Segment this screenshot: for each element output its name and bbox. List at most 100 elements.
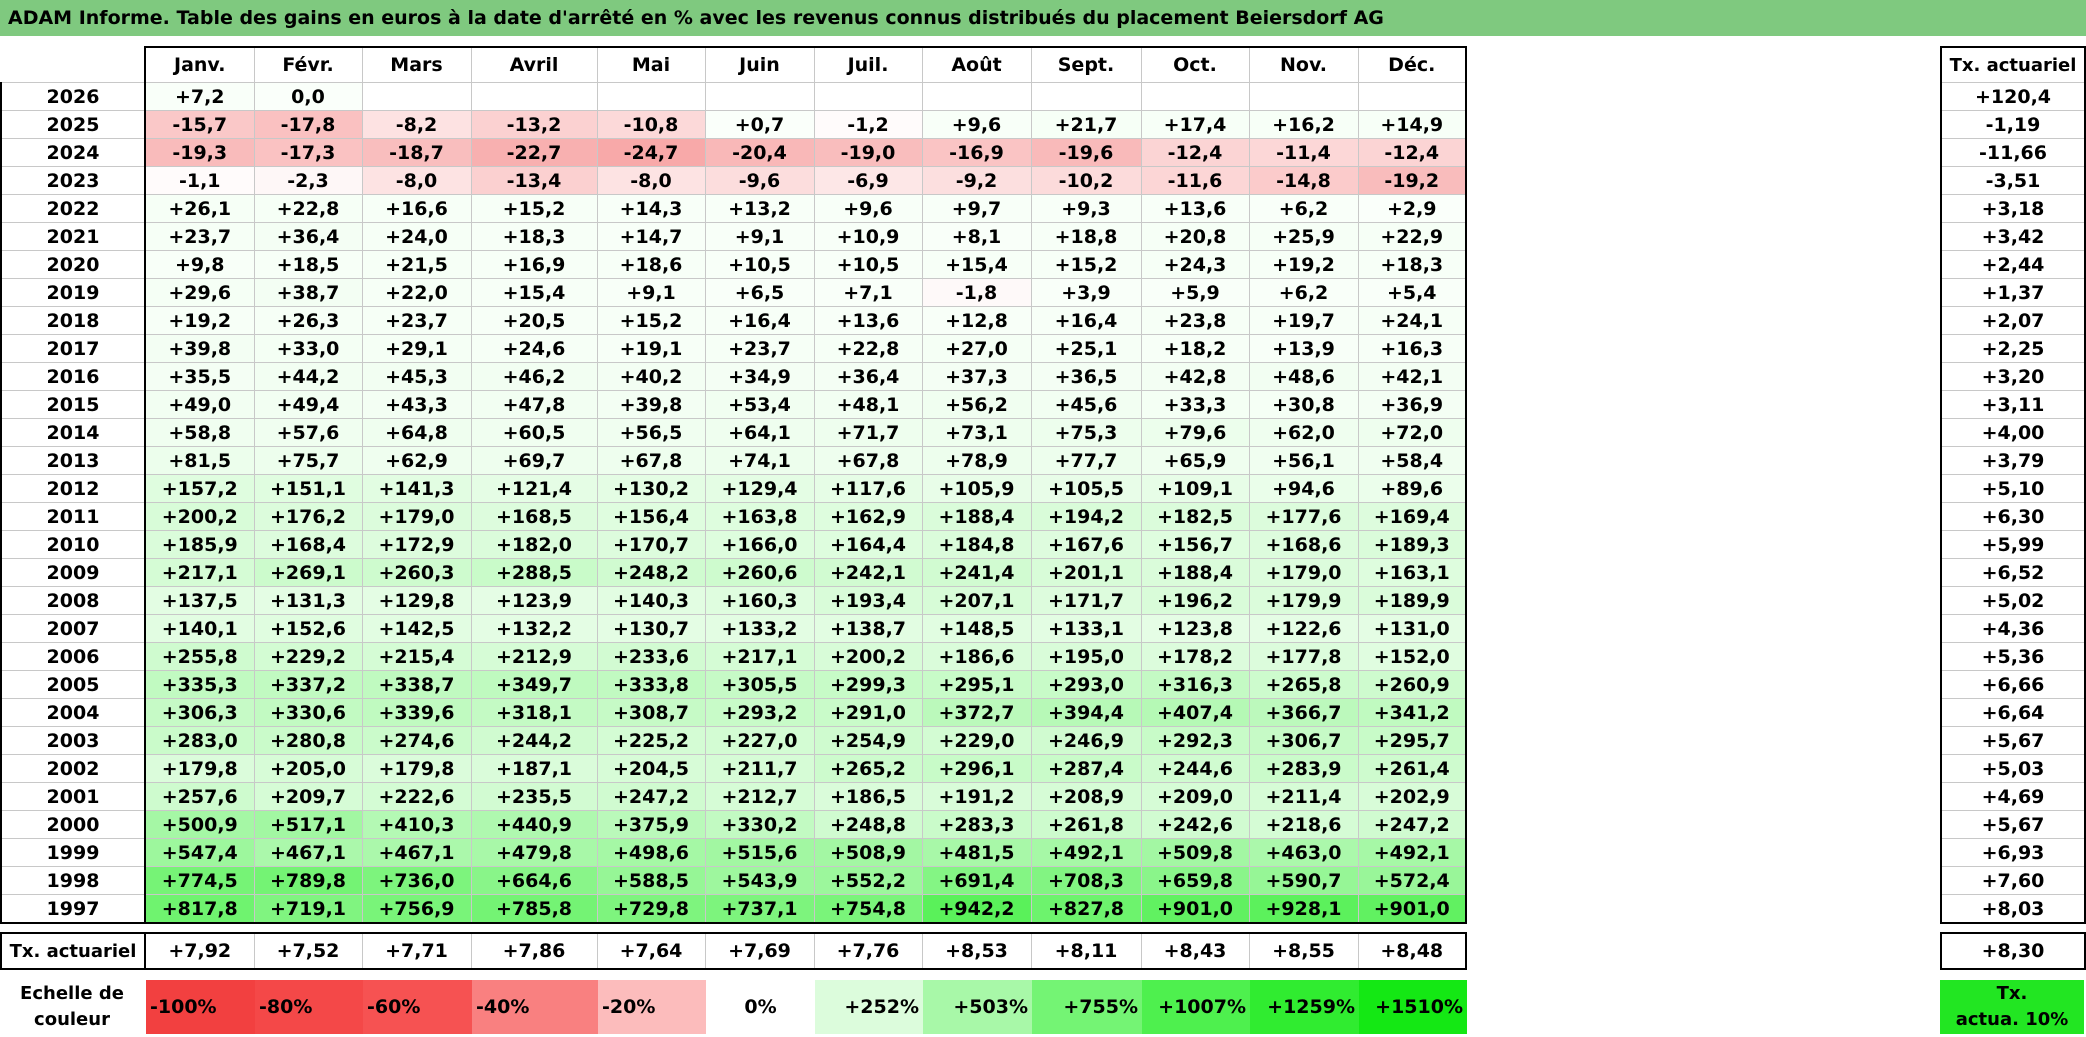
gain-cell: +349,7: [470, 670, 598, 699]
gain-cell: +156,4: [596, 502, 706, 531]
year-cell: 2022: [0, 194, 146, 223]
table-row: 2005 +335,3 +337,2 +338,7 +349,7 +333,8 +305,5…: [0, 670, 1467, 699]
gain-cell: +18,5: [253, 250, 363, 279]
spacer-cell: [145, 923, 254, 933]
gain-cell: +140,3: [596, 586, 706, 615]
gain-cell: +72,0: [1357, 418, 1467, 447]
gain-cell: +269,1: [253, 558, 363, 587]
gain-cell: +117,6: [813, 474, 923, 503]
gain-cell: +45,3: [361, 362, 472, 391]
gain-cell: +205,0: [253, 754, 363, 783]
actuarial-cell: +3,11: [1940, 390, 2086, 419]
table-row: 2011 +200,2 +176,2 +179,0 +168,5 +156,4 +163,8…: [0, 502, 1467, 531]
gain-cell: +10,5: [813, 250, 923, 279]
actuarial-total-row: +8,30: [1940, 932, 2086, 970]
actuarial-row: +6,64: [1940, 698, 2086, 727]
actuarial-cell: +5,10: [1940, 474, 2086, 503]
actuarial-cell: +5,02: [1940, 586, 2086, 615]
gain-cell: +372,7: [921, 698, 1032, 727]
gain-cell: +77,7: [1030, 446, 1142, 475]
actuarial-cell: +5,03: [1940, 754, 2086, 783]
gain-cell: +2,9: [1357, 194, 1467, 223]
actuarial-cell: +5,36: [1940, 642, 2086, 671]
gain-cell: +23,7: [361, 306, 472, 335]
table-row: 1997 +817,8 +719,1 +756,9 +785,8 +729,8 +737,1…: [0, 894, 1467, 924]
color-scale-swatch: +1007%: [1142, 980, 1250, 1034]
table-row: 2004 +306,3 +330,6 +339,6 +318,1 +308,7 +293,2…: [0, 698, 1467, 727]
gain-cell: +209,0: [1140, 782, 1250, 811]
gain-cell: +177,8: [1248, 642, 1359, 671]
actuarial-row: +5,67: [1940, 810, 2086, 839]
year-cell: 2026: [0, 82, 146, 111]
gain-cell: +242,6: [1140, 810, 1250, 839]
gain-cell: +8,1: [921, 222, 1032, 251]
year-cell: 2023: [0, 166, 146, 195]
gain-cell: +217,1: [144, 558, 255, 587]
gain-cell: +211,7: [704, 754, 815, 783]
gain-cell: +208,9: [1030, 782, 1142, 811]
gain-cell: +547,4: [144, 838, 255, 867]
actuarial-row: -11,66: [1940, 138, 2086, 167]
actuarial-cell: -11,66: [1940, 138, 2086, 167]
gain-cell: +39,8: [596, 390, 706, 419]
gain-cell: -10,8: [596, 110, 706, 139]
gain-cell: -1,2: [813, 110, 923, 139]
gain-cell: +56,1: [1248, 446, 1359, 475]
gain-cell: +36,5: [1030, 362, 1142, 391]
gain-cell: +129,8: [361, 586, 472, 615]
gain-cell: +141,3: [361, 474, 472, 503]
month-header: Oct.: [1140, 46, 1250, 83]
actuarial-cell: +4,36: [1940, 614, 2086, 643]
gain-cell: +64,1: [704, 418, 815, 447]
actuarial-cell: +5,67: [1940, 726, 2086, 755]
gain-cell: +123,8: [1140, 614, 1250, 643]
spacer-cell: [1941, 923, 2085, 933]
gain-cell: +248,8: [813, 810, 923, 839]
gain-cell: +479,8: [470, 838, 598, 867]
table-row: 1999 +547,4 +467,1 +467,1 +479,8 +498,6 +515,6…: [0, 838, 1467, 867]
gain-cell: +901,0: [1357, 894, 1467, 924]
gain-cell: +62,0: [1248, 418, 1359, 447]
table-header-row: Janv. Févr. Mars Avril Mai Juin Juil. Août Sept.…: [1, 46, 1467, 83]
gain-cell: +5,4: [1357, 278, 1467, 307]
gain-cell: +15,4: [921, 250, 1032, 279]
actuarial-row: +3,42: [1940, 222, 2086, 251]
gain-cell: +827,8: [1030, 894, 1142, 924]
actuarial-row: +6,30: [1940, 502, 2086, 531]
actuarial-cell: +5,99: [1940, 530, 2086, 559]
gain-cell: +492,1: [1030, 838, 1142, 867]
gain-cell: +12,8: [921, 306, 1032, 335]
year-cell: 2020: [0, 250, 146, 279]
actuarial-cell: +3,18: [1940, 194, 2086, 223]
color-scale-actuarial-line1: Tx.: [1996, 983, 2028, 1004]
gain-cell: +42,1: [1357, 362, 1467, 391]
gain-cell: +202,9: [1357, 782, 1467, 811]
gain-cell: +664,6: [470, 866, 598, 895]
gain-cell: +33,3: [1140, 390, 1250, 419]
gain-cell: +254,9: [813, 726, 923, 755]
year-cell: 2024: [0, 138, 146, 167]
gain-cell: +53,4: [704, 390, 815, 419]
gain-cell: +15,2: [470, 194, 598, 223]
gain-cell: +241,4: [921, 558, 1032, 587]
actuarial-row: +2,07: [1940, 306, 2086, 335]
gain-cell: +37,3: [921, 362, 1032, 391]
gain-cell: +9,3: [1030, 194, 1142, 223]
gain-cell: [1248, 82, 1359, 111]
gain-cell: -15,7: [144, 110, 255, 139]
actuarial-cell: +1,37: [1940, 278, 2086, 307]
gain-cell: +227,0: [704, 726, 815, 755]
gain-cell: +164,4: [813, 530, 923, 559]
year-cell: 2006: [0, 642, 146, 671]
spacer-cell: [814, 923, 922, 933]
gain-cell: +179,0: [361, 502, 472, 531]
gain-cell: +233,6: [596, 642, 706, 671]
gain-cell: +3,9: [1030, 278, 1142, 307]
year-cell: 2003: [0, 726, 146, 755]
gain-cell: +189,9: [1357, 586, 1467, 615]
gain-cell: +246,9: [1030, 726, 1142, 755]
gain-cell: +942,2: [921, 894, 1032, 924]
year-cell: 1998: [0, 866, 146, 895]
gain-cell: -13,4: [470, 166, 598, 195]
gain-cell: +75,3: [1030, 418, 1142, 447]
